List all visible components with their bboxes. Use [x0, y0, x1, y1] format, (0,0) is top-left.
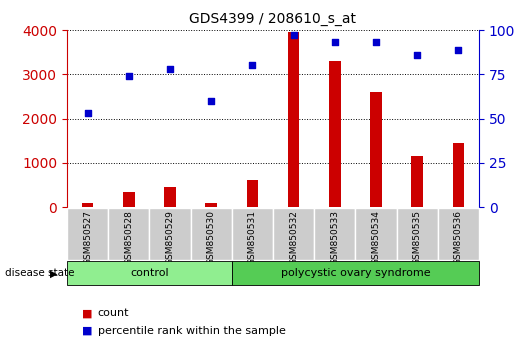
Text: GSM850533: GSM850533: [330, 210, 339, 266]
Bar: [355, 208, 397, 260]
Text: percentile rank within the sample: percentile rank within the sample: [98, 326, 286, 336]
Bar: [67, 208, 108, 260]
Bar: [164, 187, 176, 207]
Text: GSM850529: GSM850529: [165, 210, 175, 265]
Bar: [453, 143, 464, 207]
Bar: [205, 202, 217, 207]
Text: GSM850530: GSM850530: [207, 210, 216, 266]
Point: [248, 63, 256, 68]
Point: [207, 98, 215, 104]
Bar: [149, 208, 191, 260]
Bar: [232, 208, 273, 260]
Bar: [247, 180, 258, 207]
Bar: [67, 261, 232, 285]
Text: GSM850534: GSM850534: [371, 210, 381, 265]
Text: GSM850527: GSM850527: [83, 210, 92, 265]
Point: [166, 66, 174, 72]
Bar: [191, 208, 232, 260]
Text: count: count: [98, 308, 129, 318]
Point: [331, 40, 339, 45]
Point: [372, 40, 380, 45]
Bar: [397, 208, 438, 260]
Point: [413, 52, 421, 58]
Text: GSM850532: GSM850532: [289, 210, 298, 265]
Bar: [329, 61, 340, 207]
Text: disease state: disease state: [5, 268, 75, 278]
Bar: [123, 192, 134, 207]
Text: GSM850536: GSM850536: [454, 210, 463, 266]
Bar: [370, 92, 382, 207]
Text: ■: ■: [82, 326, 93, 336]
Bar: [438, 208, 479, 260]
Text: ■: ■: [82, 308, 93, 318]
Point: [289, 33, 298, 38]
Bar: [273, 208, 314, 260]
Text: GSM850531: GSM850531: [248, 210, 257, 266]
Text: control: control: [130, 268, 169, 278]
Text: GSM850535: GSM850535: [413, 210, 422, 266]
Point: [454, 47, 462, 52]
Bar: [314, 208, 355, 260]
Point: [125, 73, 133, 79]
Bar: [82, 202, 93, 207]
Title: GDS4399 / 208610_s_at: GDS4399 / 208610_s_at: [190, 12, 356, 26]
Bar: [288, 32, 299, 207]
Bar: [411, 156, 423, 207]
Text: ▶: ▶: [50, 268, 58, 278]
Text: GSM850528: GSM850528: [124, 210, 133, 265]
Bar: [232, 261, 479, 285]
Point: [83, 110, 92, 116]
Text: polycystic ovary syndrome: polycystic ovary syndrome: [281, 268, 430, 278]
Bar: [108, 208, 149, 260]
